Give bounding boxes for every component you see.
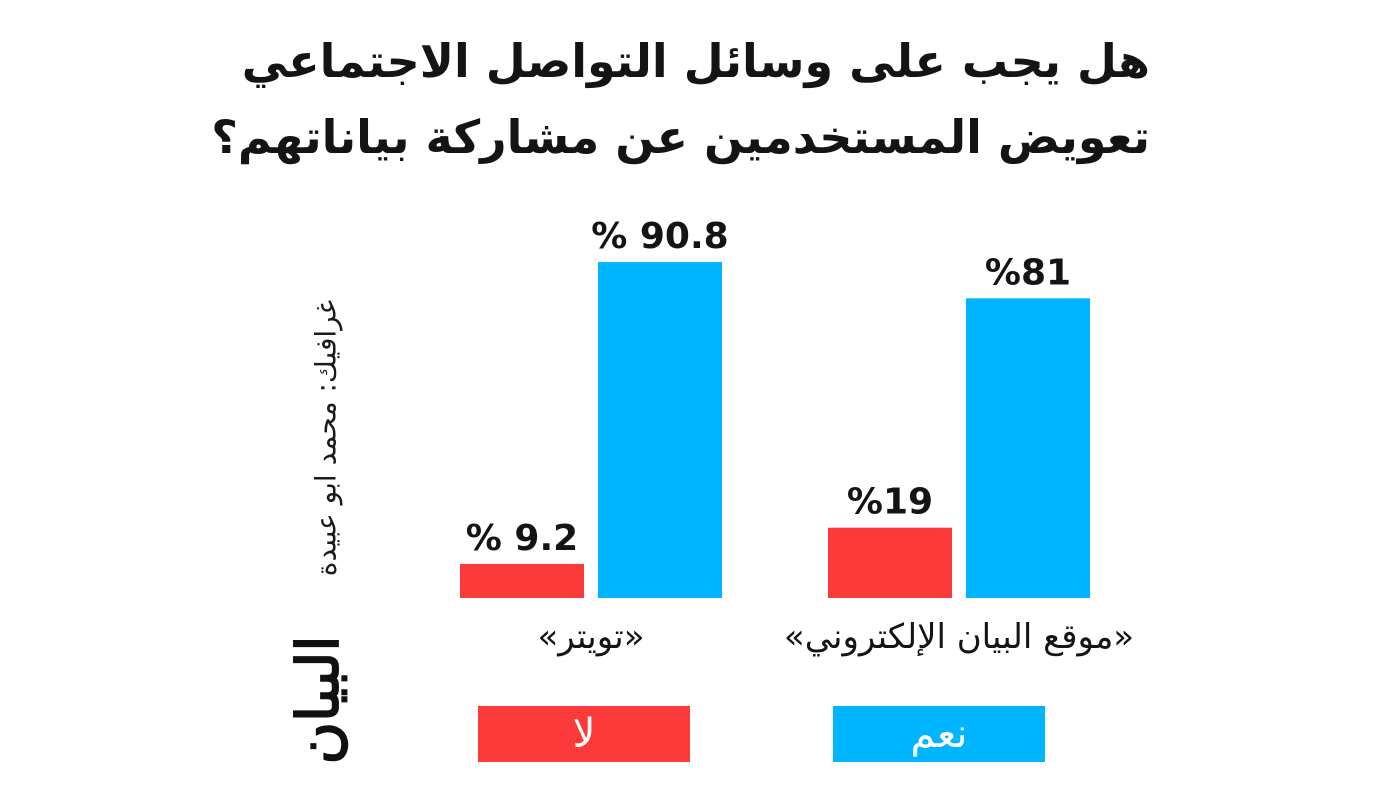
category-labels-layer: «تويتر» «موقع البيان الإلكتروني» (537, 617, 1134, 657)
bar-no-1 (828, 527, 952, 598)
category-label-1: «موقع البيان الإلكتروني» (784, 617, 1134, 657)
bar-yes-0 (598, 262, 722, 598)
logo: البيان (284, 635, 352, 765)
value-label-no-0: % 9.2 (466, 518, 578, 559)
legend-label-yes: نعم (910, 711, 968, 757)
value-labels-layer: % 9.2 % 90.8 %19 %81 (466, 216, 1071, 559)
value-label-yes-1: %81 (985, 252, 1071, 293)
credit-text: غرافيك: محمد ابو عبيدة (309, 299, 343, 577)
legend-item-no: لا (478, 706, 690, 762)
legend-label-no: لا (572, 711, 596, 757)
bar-no-0 (460, 563, 584, 598)
value-label-yes-0: % 90.8 (591, 216, 728, 257)
bar-yes-1 (966, 298, 1090, 598)
chart-title-line-2: تعويض المستخدمين عن مشاركة بياناتهم؟ (211, 110, 1150, 164)
bars-layer (460, 262, 1090, 598)
category-label-0: «تويتر» (537, 617, 644, 657)
chart-title-line-1: هل يجب على وسائل التواصل الاجتماعي (241, 34, 1150, 88)
value-label-no-1: %19 (847, 482, 933, 523)
legend-item-yes: نعم (833, 706, 1045, 762)
